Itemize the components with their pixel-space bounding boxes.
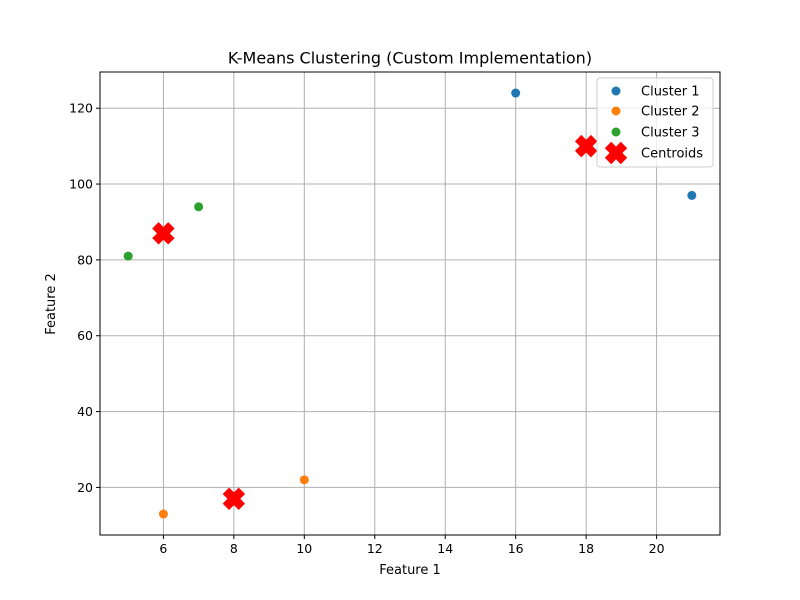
- legend-marker: [611, 127, 621, 137]
- y-tick-label: 20: [77, 480, 93, 495]
- x-tick-label: 6: [159, 541, 167, 556]
- y-axis-label: Feature 2: [44, 273, 59, 335]
- x-tick-label: 10: [296, 541, 312, 556]
- y-tick-label: 40: [77, 404, 93, 419]
- cluster-1-point: [687, 190, 697, 200]
- y-tick-label: 60: [77, 328, 93, 343]
- y-axis-ticks: 20 40 60 80 100 120: [69, 101, 100, 495]
- x-tick-label: 12: [367, 541, 383, 556]
- centroid-marker: [574, 134, 598, 158]
- x-tick-label: 8: [230, 541, 238, 556]
- chart-title: K-Means Clustering (Custom Implementatio…: [228, 49, 592, 68]
- cluster-2-point: [158, 509, 168, 519]
- legend-marker: [611, 106, 621, 116]
- x-tick-label: 14: [437, 541, 453, 556]
- x-tick-label: 20: [649, 541, 665, 556]
- legend-centroid-marker: [604, 141, 628, 165]
- cluster-1-point: [511, 88, 521, 98]
- x-axis-label: Feature 1: [379, 563, 441, 578]
- legend-marker: [611, 86, 621, 96]
- legend: Cluster 1 Cluster 2 Cluster 3 Centroids: [596, 77, 714, 168]
- cluster-3-point: [123, 251, 133, 261]
- legend-label: Centroids: [641, 147, 703, 162]
- plot-frame: [99, 71, 721, 536]
- x-tick-label: 16: [508, 541, 524, 556]
- legend-label: Cluster 2: [641, 105, 700, 120]
- centroid-marker: [222, 487, 246, 510]
- cluster-2-point: [299, 475, 309, 485]
- x-axis-ticks: 6 8 10 12 14 16 18 20: [159, 535, 665, 556]
- x-tick-label: 18: [578, 541, 594, 556]
- legend-label: Cluster 3: [641, 126, 700, 141]
- y-tick-label: 100: [69, 177, 93, 192]
- legend-box: [596, 77, 714, 168]
- data-points: [123, 88, 697, 519]
- y-tick-label: 80: [77, 252, 93, 267]
- centroid-marker: [152, 222, 175, 245]
- y-tick-label: 120: [69, 101, 93, 116]
- legend-label: Cluster 1: [641, 85, 700, 100]
- cluster-3-point: [194, 202, 204, 212]
